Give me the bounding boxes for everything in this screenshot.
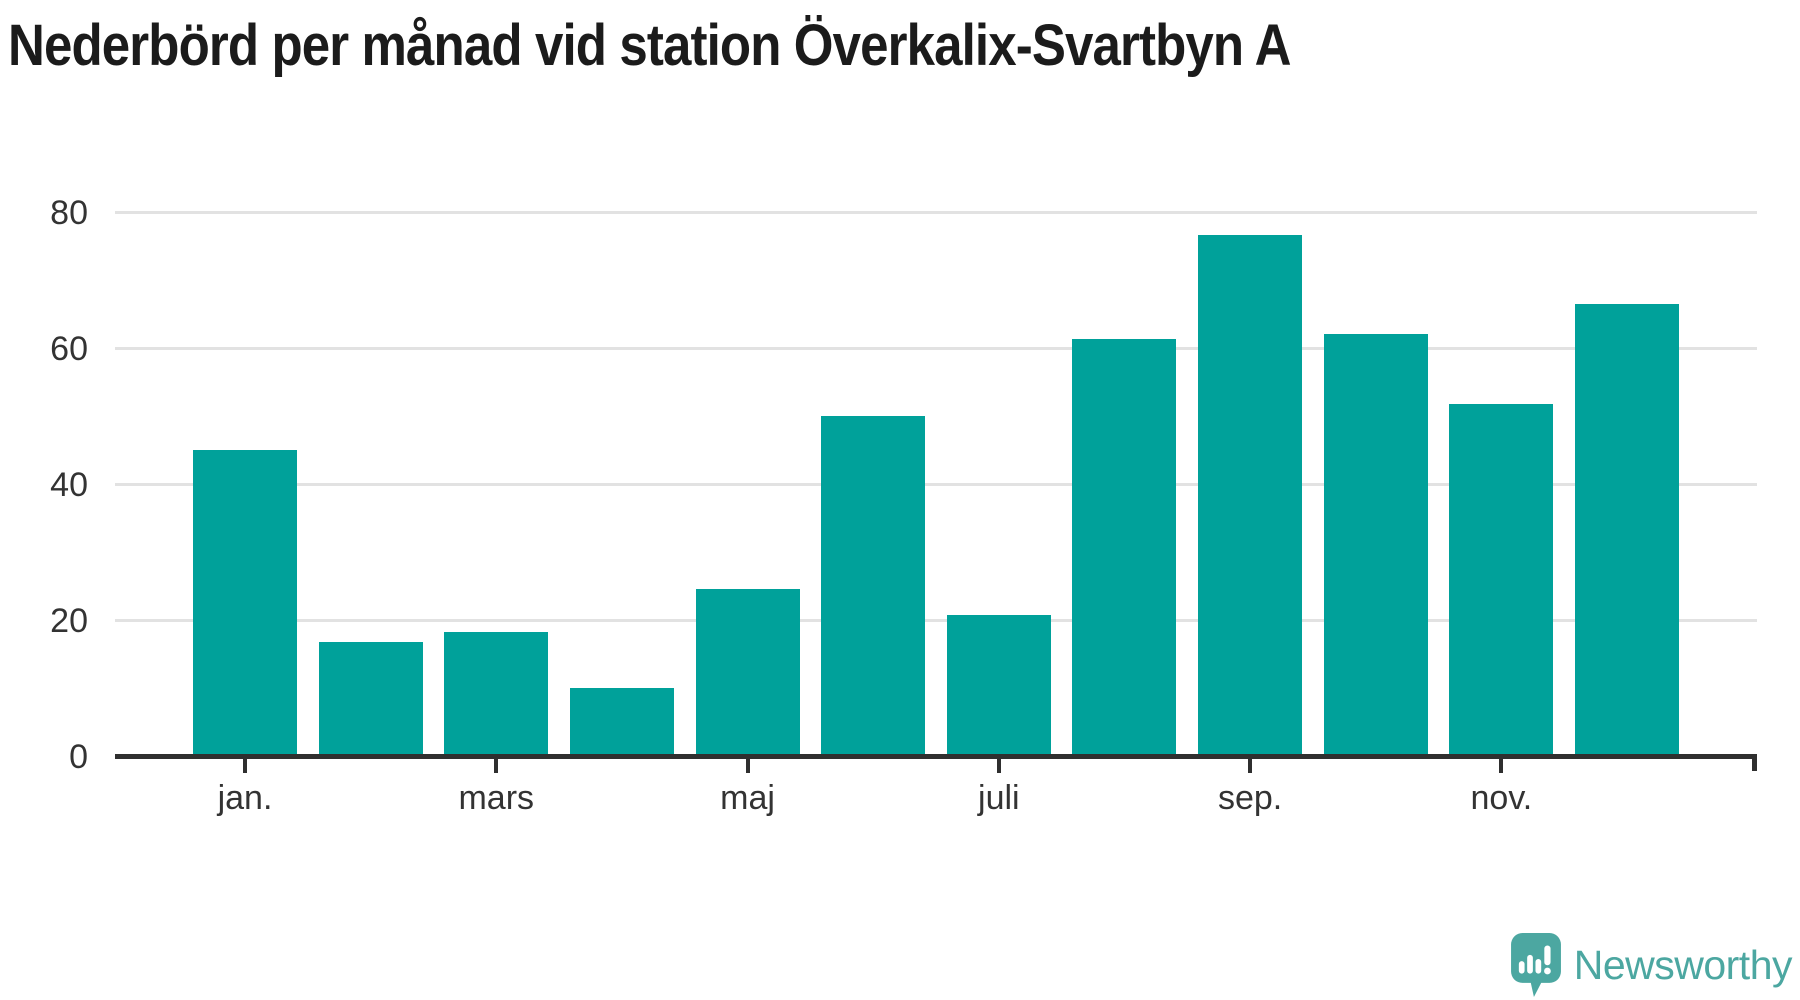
bar-jan. [193,450,297,756]
bar-feb. [318,642,423,756]
x-tick-mars [494,759,499,773]
newsworthy-wordmark: Newsworthy [1573,941,1793,988]
x-axis-end-cap [1752,754,1757,771]
bar-maj [695,589,800,756]
y-tick-label-0: 0 [69,738,88,776]
x-tick-label-sep.: sep. [1217,779,1283,817]
gridline-40 [115,483,1757,486]
y-tick-label-20: 20 [50,602,88,640]
y-tick-label-60: 60 [50,330,88,368]
chart-title: Nederbörd per månad vid station Överkali… [8,13,1291,78]
x-tick-nov. [1499,759,1504,773]
gridline-60 [115,347,1757,350]
x-tick-label-juli: juli [978,779,1020,817]
x-axis-line [115,754,1757,759]
y-tick-label-80: 80 [50,194,88,232]
bar-aug. [1072,339,1177,756]
bar-juni [821,416,926,756]
speech-bubble-bar-chart-exclamation-icon [1510,933,1561,997]
x-tick-label-maj: maj [720,779,775,817]
x-tick-jan. [243,759,247,773]
x-tick-label-mars: mars [458,779,535,817]
bar-nov. [1449,403,1554,756]
x-tick-label-jan.: jan. [217,779,273,817]
bar-sep. [1198,235,1303,756]
gridline-80 [115,211,1757,214]
bar-juli [946,615,1051,756]
newsworthy-logo: Newsworthy [1510,932,1793,998]
bar-apr. [569,688,674,756]
x-tick-sep. [1248,759,1253,773]
x-tick-label-nov.: nov. [1470,779,1533,817]
x-tick-juli [996,759,1001,773]
bar-okt. [1323,333,1428,756]
bar-mars [444,631,549,756]
y-tick-label-40: 40 [50,466,88,504]
gridline-20 [115,619,1757,622]
x-tick-maj [745,759,750,773]
bar-dec. [1575,303,1680,756]
